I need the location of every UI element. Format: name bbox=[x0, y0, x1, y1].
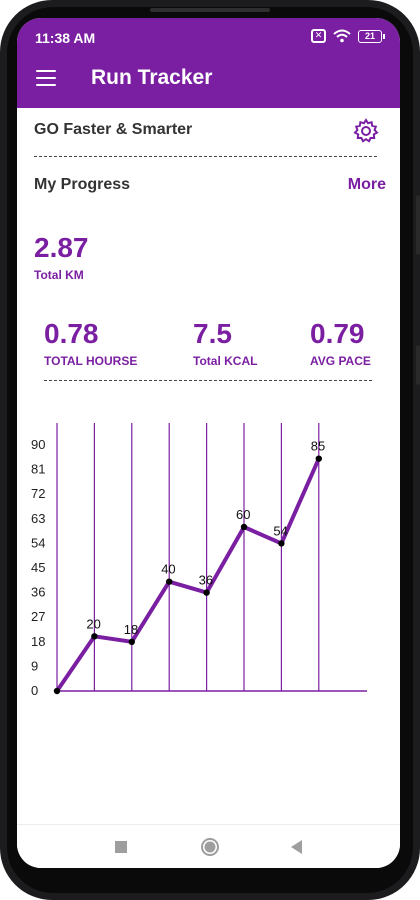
chart-y-tick-label: 63 bbox=[31, 511, 45, 526]
volume-button bbox=[416, 195, 420, 255]
chart-data-label: 85 bbox=[311, 439, 325, 454]
stat-total-hours: 0.78 TOTAL HOURSE bbox=[44, 318, 137, 368]
status-time: 11:38 AM bbox=[35, 30, 96, 46]
chart-y-tick-label: 54 bbox=[31, 535, 45, 550]
chart-data-point bbox=[53, 687, 61, 695]
battery-icon: 21 bbox=[358, 29, 385, 43]
stat-value: 0.78 bbox=[44, 318, 99, 349]
android-nav-bar bbox=[17, 824, 400, 868]
power-button bbox=[416, 345, 420, 385]
stat-label: AVG PACE bbox=[310, 354, 371, 368]
chart-y-tick-label: 9 bbox=[31, 658, 38, 673]
chart-y-tick-label: 18 bbox=[31, 634, 45, 649]
progress-title: My Progress bbox=[34, 176, 131, 193]
battery-level: 21 bbox=[364, 30, 375, 41]
chart-data-point bbox=[240, 523, 248, 531]
chart-data-point bbox=[166, 578, 173, 585]
chart-data-point bbox=[91, 633, 98, 640]
divider bbox=[44, 380, 372, 381]
chart-data-label: 20 bbox=[86, 616, 100, 631]
chart-y-tick-label: 27 bbox=[31, 609, 45, 624]
chart-data-point bbox=[278, 540, 285, 547]
app-title: Run Tracker bbox=[91, 66, 213, 89]
chart-data-label: 36 bbox=[199, 573, 213, 588]
stat-label: TOTAL HOURSE bbox=[44, 354, 138, 368]
status-icons: ✕ 21 bbox=[311, 29, 385, 43]
chart-data-point bbox=[128, 638, 135, 645]
stat-value: 7.5 bbox=[193, 318, 232, 349]
chart-data-label: 54 bbox=[273, 523, 287, 538]
chart-data-point bbox=[315, 455, 322, 462]
chart-y-tick-label: 36 bbox=[31, 585, 45, 600]
total-km-label: Total KM bbox=[34, 268, 84, 282]
gear-icon[interactable] bbox=[353, 118, 379, 144]
back-triangle-icon[interactable] bbox=[285, 835, 309, 859]
speaker-grille bbox=[150, 8, 270, 12]
chart-series-line bbox=[55, 456, 321, 693]
total-km-value: 2.87 bbox=[34, 232, 89, 263]
home-circle-icon[interactable] bbox=[198, 835, 222, 859]
hamburger-menu-icon[interactable] bbox=[36, 70, 56, 86]
stat-label: Total KCAL bbox=[193, 354, 258, 368]
app-bar: 11:38 AM ✕ 21 Run Tracker bbox=[17, 18, 400, 108]
screen: 11:38 AM ✕ 21 Run Tracker GO Faster & Sm… bbox=[17, 18, 400, 868]
divider bbox=[34, 156, 377, 157]
wifi-icon bbox=[333, 29, 351, 43]
chart-y-tick-label: 45 bbox=[31, 560, 45, 575]
chart-y-tick-label: 72 bbox=[31, 486, 45, 501]
chart-data-label: 60 bbox=[236, 507, 250, 522]
chart-y-tick-label: 81 bbox=[31, 462, 45, 477]
no-sim-icon: ✕ bbox=[311, 29, 326, 43]
progress-line-chart: 0 9 18 27 36 45 54 63 72 81 90 20 18 40 36 60 54 85 bbox=[31, 423, 367, 698]
chart-data-label: 40 bbox=[161, 562, 175, 577]
chart-data-point bbox=[203, 589, 210, 596]
more-link[interactable]: More bbox=[347, 176, 386, 193]
chart-data-label: 18 bbox=[124, 622, 138, 637]
tagline: GO Faster & Smarter bbox=[34, 121, 193, 138]
stat-avg-pace: 0.79 AVG PACE bbox=[310, 318, 371, 368]
chart-y-tick-label: 90 bbox=[31, 437, 45, 452]
recents-square-icon[interactable] bbox=[109, 835, 133, 859]
chart-y-tick-label: 0 bbox=[31, 683, 38, 698]
stat-value: 0.79 bbox=[310, 318, 365, 349]
stat-total-kcal: 7.5 Total KCAL bbox=[193, 318, 257, 368]
